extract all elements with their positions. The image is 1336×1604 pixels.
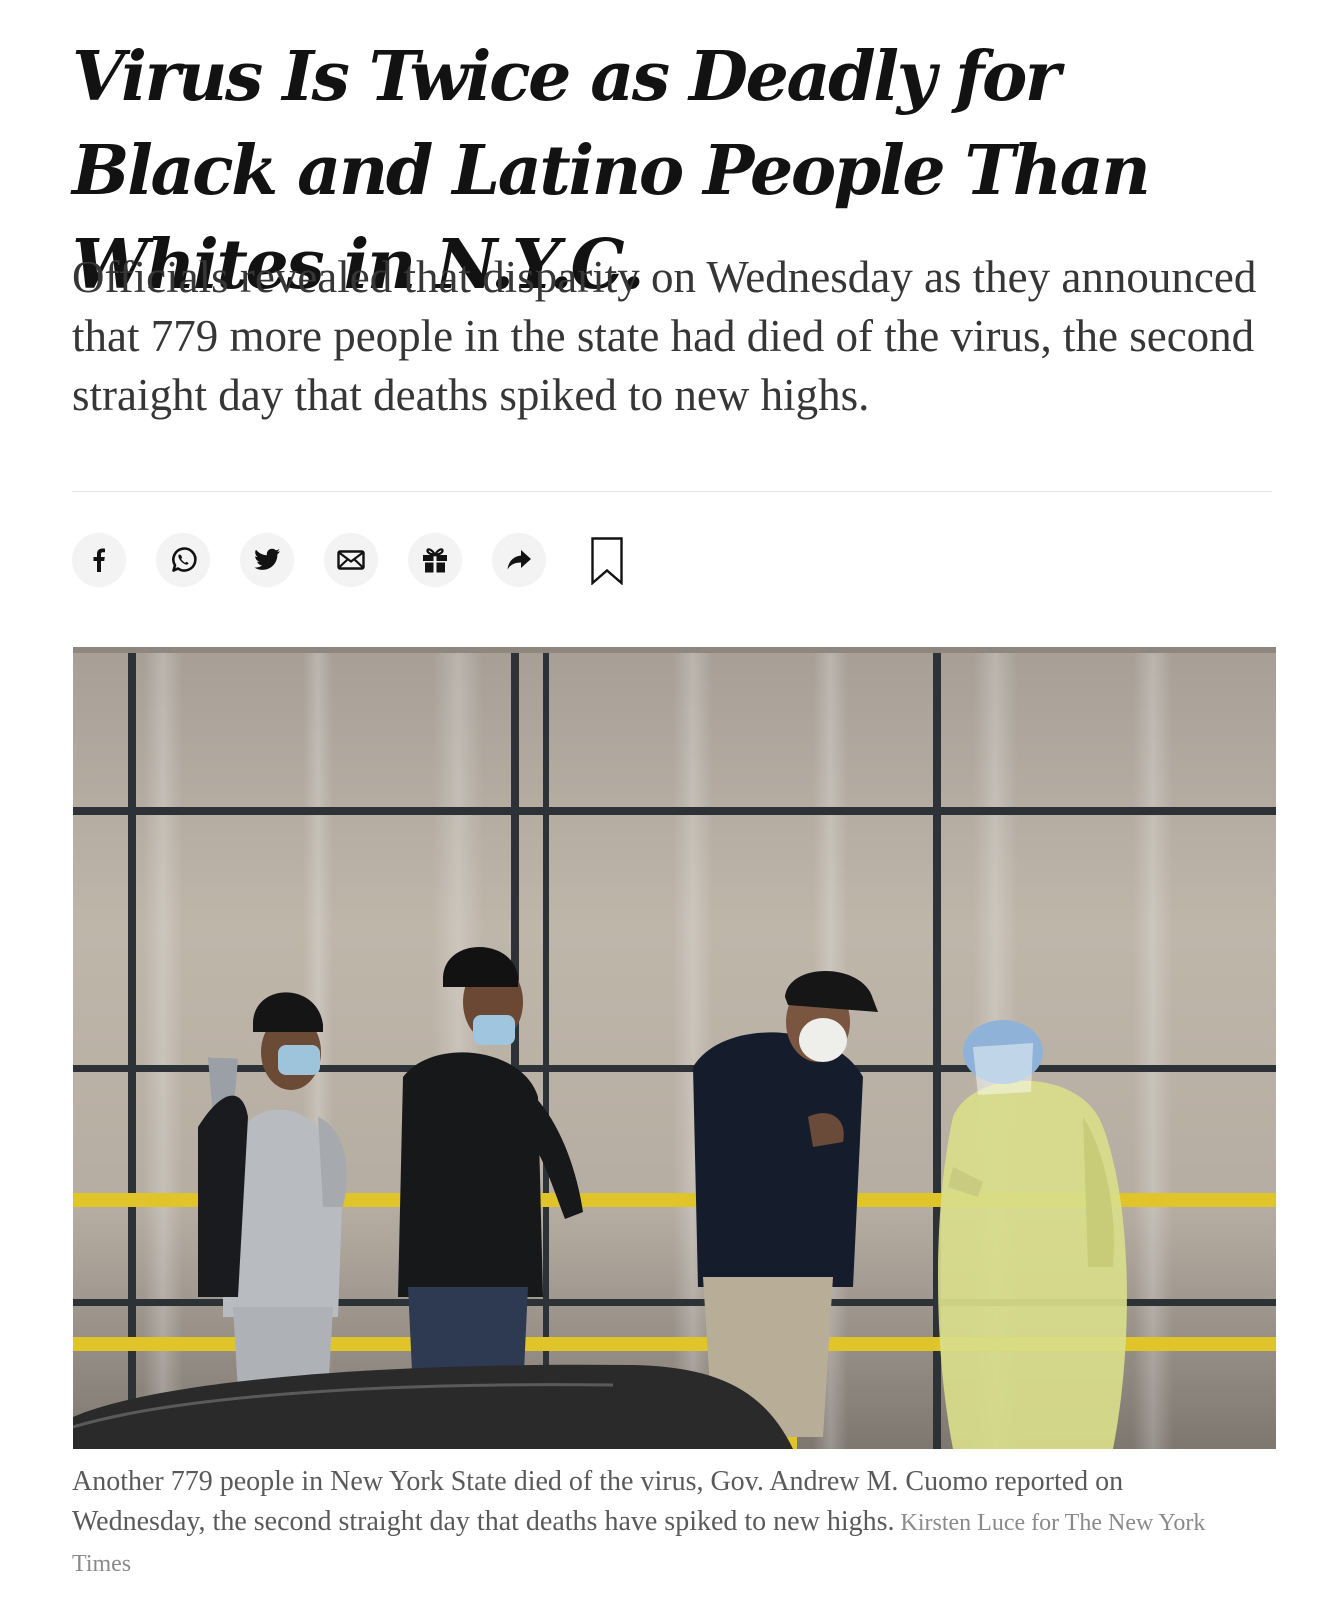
- caption-text: Another 779 people in New York State die…: [72, 1466, 1124, 1537]
- save-bookmark-button[interactable]: [590, 537, 624, 586]
- share-arrow-icon: [507, 550, 531, 570]
- photo-caption: Another 779 people in New York State die…: [72, 1462, 1222, 1584]
- twitter-share-button[interactable]: [240, 533, 294, 587]
- facebook-share-button[interactable]: [72, 533, 126, 587]
- gift-article-button[interactable]: [408, 533, 462, 587]
- article-summary: Officials revealed that disparity on Wed…: [72, 252, 1257, 420]
- person-1: [198, 992, 347, 1392]
- bookmark-icon: [591, 537, 623, 586]
- lead-photo: [73, 647, 1276, 1449]
- headline: Virus Is Twice as Deadly for Black and L…: [72, 37, 1151, 305]
- email-icon: [337, 550, 365, 570]
- whatsapp-icon: [172, 547, 197, 572]
- email-share-button[interactable]: [324, 533, 378, 587]
- whatsapp-share-button[interactable]: [156, 533, 210, 587]
- share-toolbar: [72, 533, 712, 589]
- more-share-button[interactable]: [492, 533, 546, 587]
- divider: [72, 491, 1272, 492]
- facebook-icon: [93, 548, 105, 572]
- twitter-icon: [254, 548, 280, 570]
- health-worker: [938, 1020, 1127, 1449]
- gift-icon: [423, 548, 447, 573]
- photo-credit: Kirsten Luce for The New York Times: [72, 1510, 1206, 1577]
